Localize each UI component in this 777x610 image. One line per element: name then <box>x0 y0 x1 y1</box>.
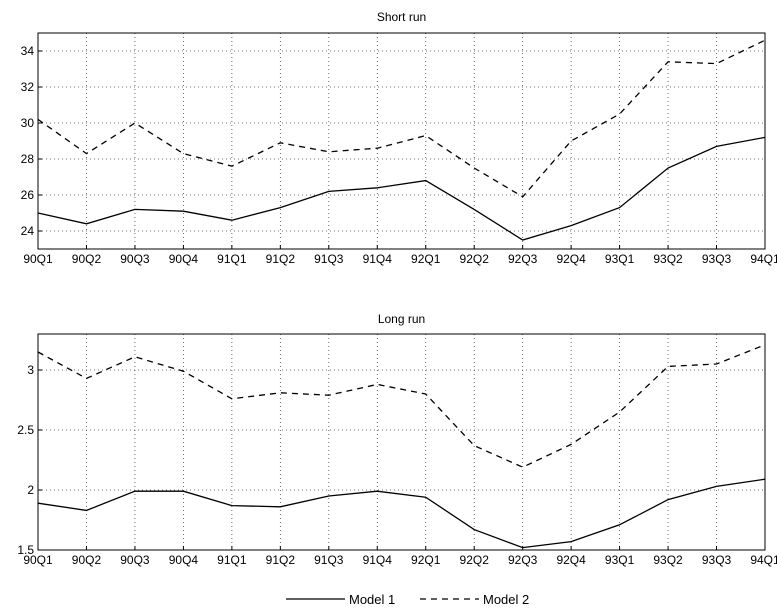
long-run-xtick-label: 93Q1 <box>605 553 635 567</box>
short-run-ytick-label: 24 <box>21 224 35 238</box>
short-run-xtick-label: 93Q1 <box>605 252 635 266</box>
short-run-plot-frame <box>37 32 766 250</box>
long-run-title: Long run <box>378 312 425 326</box>
short-run-title: Short run <box>377 10 426 24</box>
short-run-ytick-label: 26 <box>21 188 35 202</box>
long-run-xtick-label: 93Q2 <box>653 553 683 567</box>
long-run-xtick-label: 94Q1 <box>750 553 777 567</box>
long-run-xtick-label: 90Q2 <box>72 553 102 567</box>
short-run-xtick-label: 90Q1 <box>23 252 53 266</box>
short-run-xtick-label: 91Q3 <box>314 252 344 266</box>
long-run-xtick-label: 90Q4 <box>169 553 199 567</box>
long-run-ytick-label: 1.5 <box>17 543 34 557</box>
legend-model1-label: Model 1 <box>349 592 395 607</box>
long-run-ytick-label: 2.5 <box>17 423 34 437</box>
short-run-ytick-label: 32 <box>21 80 35 94</box>
short-run-ytick-label: 34 <box>21 44 35 58</box>
long-run-xtick-label: 92Q4 <box>556 553 586 567</box>
short-run-xtick-label: 92Q2 <box>460 252 490 266</box>
short-run-xtick-label: 92Q1 <box>411 252 441 266</box>
long-run-xtick-label: 92Q3 <box>508 553 538 567</box>
long-run-xtick-label: 91Q2 <box>266 553 296 567</box>
short-run-xtick-label: 91Q4 <box>363 252 393 266</box>
long-run-series-1-line <box>37 478 766 549</box>
long-run-xtick-label: 90Q1 <box>23 553 53 567</box>
short-run-xtick-label: 91Q2 <box>266 252 296 266</box>
short-run-xtick-label: 94Q1 <box>750 252 777 266</box>
short-run-series-1-line <box>37 136 766 241</box>
long-run-xtick-label: 92Q1 <box>411 553 441 567</box>
long-run-panel: Long run 90Q1 90Q2 90Q3 90Q4 91Q1 91Q2 91Q3 91Q4… <box>17 312 777 567</box>
short-run-xtick-label: 92Q4 <box>556 252 586 266</box>
short-run-xtick-label: 90Q2 <box>72 252 102 266</box>
long-run-xtick-label: 91Q1 <box>217 553 247 567</box>
long-run-plot-frame <box>37 333 766 551</box>
short-run-xtick-label: 93Q3 <box>702 252 732 266</box>
short-run-ytick-label: 28 <box>21 152 35 166</box>
long-run-xtick-label: 93Q3 <box>702 553 732 567</box>
short-run-series-2-line <box>37 39 766 198</box>
long-run-series-2-line <box>37 344 766 468</box>
short-run-xtick-label: 90Q3 <box>120 252 150 266</box>
legend: Model 1 Model 2 <box>286 592 529 607</box>
short-run-xtick-label: 93Q2 <box>653 252 683 266</box>
short-run-panel: Short run 90Q1 90Q2 90Q3 90Q4 91Q1 91Q2 91Q3 91Q… <box>21 10 777 266</box>
short-run-xtick-label: 90Q4 <box>169 252 199 266</box>
short-run-xtick-label: 92Q3 <box>508 252 538 266</box>
long-run-xtick-label: 92Q2 <box>460 553 490 567</box>
short-run-xtick-label: 91Q1 <box>217 252 247 266</box>
long-run-ytick-label: 2 <box>27 483 34 497</box>
long-run-xtick-label: 91Q3 <box>314 553 344 567</box>
short-run-ytick-label: 30 <box>21 116 35 130</box>
long-run-xtick-label: 90Q3 <box>120 553 150 567</box>
long-run-ytick-label: 3 <box>27 363 34 377</box>
legend-model2-label: Model 2 <box>483 592 529 607</box>
long-run-xtick-label: 91Q4 <box>363 553 393 567</box>
